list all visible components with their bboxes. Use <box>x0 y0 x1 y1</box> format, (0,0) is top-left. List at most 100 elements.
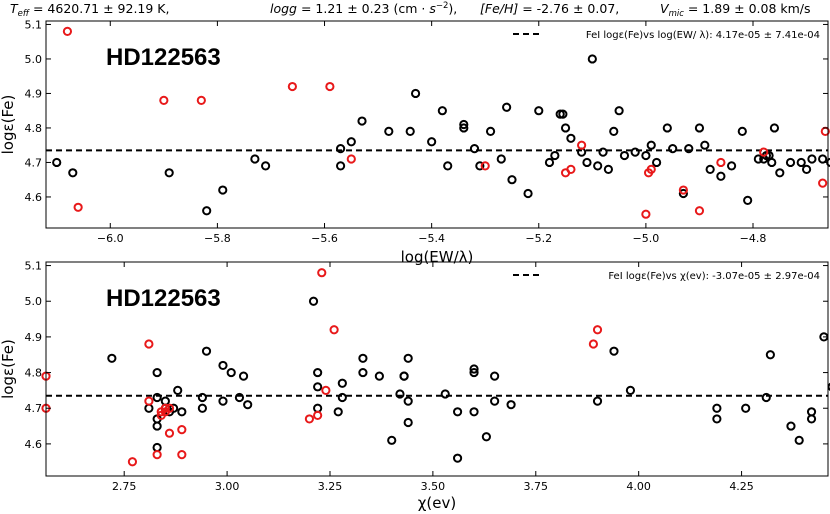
data-point-fei <box>705 164 715 174</box>
data-point-fei <box>308 296 319 306</box>
x-tick-label: −5.4 <box>418 232 445 245</box>
data-point-fei <box>197 392 207 403</box>
data-point-fei <box>173 385 183 395</box>
data-point-fei <box>68 168 78 178</box>
y-tick-label: 4.8 <box>25 367 43 380</box>
y-tick-label: 4.7 <box>25 402 43 415</box>
data-point-fei <box>668 144 678 154</box>
data-point-fei <box>818 154 828 164</box>
data-point-fei <box>630 147 640 157</box>
data-point-fei <box>337 392 347 403</box>
x-axis-label: χ(ev) <box>418 494 456 512</box>
header-vmic: Vmic = 1.89 ± 0.08 km/s <box>660 1 811 19</box>
y-tick-label: 5.1 <box>25 18 43 31</box>
data-point-fei <box>160 396 170 406</box>
data-point-fei <box>243 400 253 410</box>
data-point-fei <box>395 389 405 399</box>
y-axis-label: logε(Fe) <box>0 95 17 155</box>
data-point-feii <box>317 268 327 278</box>
data-point-feii <box>694 206 705 216</box>
y-tick-label: 5.1 <box>25 260 43 273</box>
data-point-fei <box>238 371 249 381</box>
y-tick-label: 5.0 <box>25 53 43 66</box>
data-point-fei <box>490 396 500 406</box>
data-point-fei <box>544 157 555 168</box>
y-tick-label: 4.7 <box>25 156 43 169</box>
data-point-feii <box>144 396 154 406</box>
data-point-fei <box>560 123 571 133</box>
data-point-fei <box>694 123 705 133</box>
data-point-feii <box>678 185 688 195</box>
data-point-fei <box>609 126 619 136</box>
data-point-fei <box>218 396 228 406</box>
data-point-fei <box>144 403 154 413</box>
data-point-fei <box>646 140 656 150</box>
data-point-feii <box>321 385 331 395</box>
x-tick-label: 3.75 <box>524 480 549 493</box>
data-point-fei <box>726 161 737 171</box>
x-tick-label: 3.50 <box>421 480 446 493</box>
data-point-fei <box>452 407 463 417</box>
data-point-fei <box>234 392 245 403</box>
data-point-fei <box>202 206 212 216</box>
data-point-fei <box>218 360 228 371</box>
data-point-fei <box>152 442 162 453</box>
data-point-feii <box>177 450 187 460</box>
data-point-fei <box>769 123 780 133</box>
data-point-fei <box>614 106 624 116</box>
data-point-feii <box>588 339 599 349</box>
y-tick-label: 4.6 <box>25 191 43 204</box>
data-point-fei <box>743 195 753 205</box>
data-point-fei <box>469 144 480 154</box>
data-point-fei <box>107 353 117 363</box>
data-point-fei <box>502 102 512 112</box>
data-point-feii <box>592 325 603 335</box>
data-point-fei <box>507 175 517 185</box>
data-point-fei <box>566 133 576 143</box>
data-point-fei <box>374 371 384 381</box>
data-point-feii <box>164 403 175 413</box>
y-tick-label: 4.8 <box>25 122 43 135</box>
data-point-fei <box>384 126 394 136</box>
data-point-fei <box>490 371 500 381</box>
data-point-fei <box>405 126 415 136</box>
data-point-fei <box>201 346 212 356</box>
data-point-fei <box>403 417 413 428</box>
data-point-feii <box>480 161 490 171</box>
data-point-fei <box>807 154 817 164</box>
data-point-feii <box>346 154 356 164</box>
data-point-fei <box>313 367 323 378</box>
data-point-fei <box>469 367 479 378</box>
x-tick-label: 2.75 <box>112 480 137 493</box>
x-tick-label: −5.0 <box>633 232 660 245</box>
data-point-feii <box>566 164 576 174</box>
x-axis-label: log(EW/λ) <box>401 248 474 266</box>
data-point-fei <box>313 382 323 392</box>
data-point-fei <box>152 421 162 431</box>
data-point-fei <box>712 403 722 413</box>
star-label: HD122563 <box>106 44 221 71</box>
data-point-fei <box>403 396 413 406</box>
data-point-fei <box>437 106 447 116</box>
data-point-fei <box>775 168 785 178</box>
data-point-fei <box>335 144 346 154</box>
x-tick-label: 4.25 <box>729 480 754 493</box>
data-point-fei <box>786 421 796 431</box>
data-point-feii <box>313 410 323 420</box>
data-point-fei <box>52 157 62 168</box>
data-point-feii <box>62 26 73 36</box>
data-point-fei <box>440 389 450 399</box>
data-point-fei <box>164 168 174 178</box>
data-point-feii <box>329 325 339 335</box>
data-point-feii <box>304 414 315 424</box>
data-point-fei <box>678 188 688 199</box>
data-point-fei <box>358 353 368 363</box>
data-point-fei <box>469 407 479 417</box>
y-axis-label: logε(Fe) <box>0 339 17 399</box>
header-logg: logg = 1.21 ± 0.23 (cm · s−2), <box>270 1 457 16</box>
data-point-feii <box>287 81 297 92</box>
data-point-fei <box>313 403 323 413</box>
data-point-fei <box>357 116 367 126</box>
data-point-fei <box>534 106 544 116</box>
data-point-fei <box>737 126 747 136</box>
